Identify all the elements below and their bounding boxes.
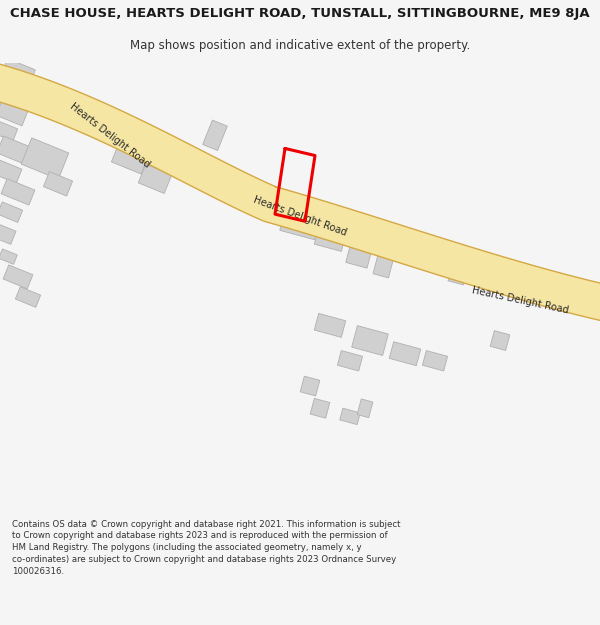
Bar — [0, 160, 22, 183]
Bar — [16, 287, 41, 308]
Bar — [0, 202, 23, 222]
Bar — [389, 342, 421, 366]
Text: CHASE HOUSE, HEARTS DELIGHT ROAD, TUNSTALL, SITTINGBOURNE, ME9 8JA: CHASE HOUSE, HEARTS DELIGHT ROAD, TUNSTA… — [10, 8, 590, 20]
Bar — [419, 241, 442, 272]
Bar — [1, 179, 35, 205]
Bar — [346, 235, 374, 268]
Bar — [340, 408, 360, 424]
Bar — [43, 172, 73, 196]
Bar — [490, 331, 510, 351]
Bar — [0, 100, 28, 126]
Bar — [300, 376, 320, 396]
Text: Hearts Delight Road: Hearts Delight Road — [471, 285, 569, 315]
Bar — [314, 228, 346, 251]
Bar — [3, 265, 33, 289]
Polygon shape — [0, 60, 600, 328]
Bar — [138, 164, 172, 194]
Bar — [0, 249, 17, 264]
Text: Contains OS data © Crown copyright and database right 2021. This information is : Contains OS data © Crown copyright and d… — [12, 519, 401, 576]
Bar — [0, 121, 18, 141]
Text: Hearts Delight Road: Hearts Delight Road — [252, 194, 348, 238]
Bar — [448, 249, 472, 285]
Bar — [0, 224, 16, 244]
Bar — [352, 326, 388, 356]
Bar — [373, 241, 397, 278]
Bar — [0, 82, 21, 104]
Bar — [394, 234, 416, 259]
Bar — [422, 351, 448, 371]
Bar — [314, 313, 346, 338]
Bar — [310, 398, 330, 418]
Text: Hearts Delight Road: Hearts Delight Road — [68, 101, 152, 169]
Bar — [21, 138, 69, 179]
Bar — [357, 399, 373, 418]
Bar — [112, 143, 149, 174]
Bar — [0, 136, 33, 165]
Bar — [280, 209, 320, 240]
Bar — [337, 351, 362, 371]
Bar — [203, 120, 227, 151]
Bar — [490, 264, 511, 290]
Bar — [1, 59, 35, 87]
Text: Map shows position and indicative extent of the property.: Map shows position and indicative extent… — [130, 39, 470, 51]
